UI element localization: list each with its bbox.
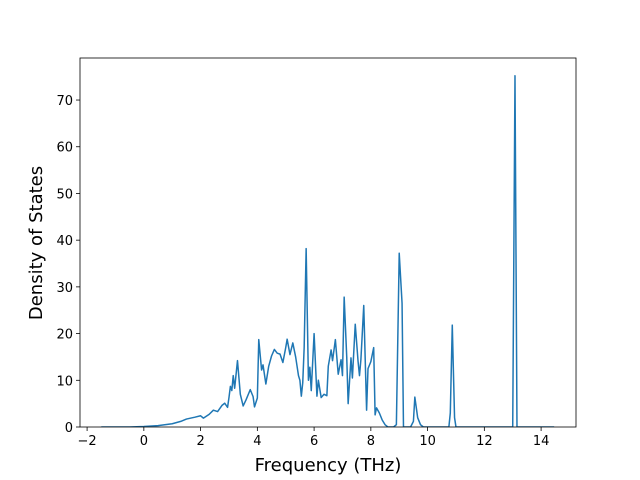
x-tick-label: 6 xyxy=(310,434,318,449)
x-tick-label: 14 xyxy=(533,434,550,449)
plot-frame xyxy=(79,57,577,428)
y-tick-label: 40 xyxy=(56,234,73,249)
data-line xyxy=(101,75,555,427)
x-tick-label: 8 xyxy=(367,434,375,449)
y-tick-label: 50 xyxy=(56,187,73,202)
x-tick-label: −2 xyxy=(78,434,97,449)
x-tick-label: 10 xyxy=(419,434,436,449)
y-tick-label: 10 xyxy=(56,374,73,389)
x-tick-label: 4 xyxy=(253,434,261,449)
x-axis-label: Frequency (THz) xyxy=(255,455,402,476)
y-tick-label: 20 xyxy=(56,328,73,343)
y-tick-label: 60 xyxy=(56,141,73,156)
y-tick-label: 0 xyxy=(65,421,73,436)
y-tick-label: 30 xyxy=(56,281,73,296)
x-tick-label: 2 xyxy=(196,434,204,449)
y-axis-label: Density of States xyxy=(26,166,47,320)
x-tick-label: 12 xyxy=(476,434,493,449)
x-tick-label: 0 xyxy=(140,434,148,449)
y-tick-label: 70 xyxy=(56,94,73,109)
